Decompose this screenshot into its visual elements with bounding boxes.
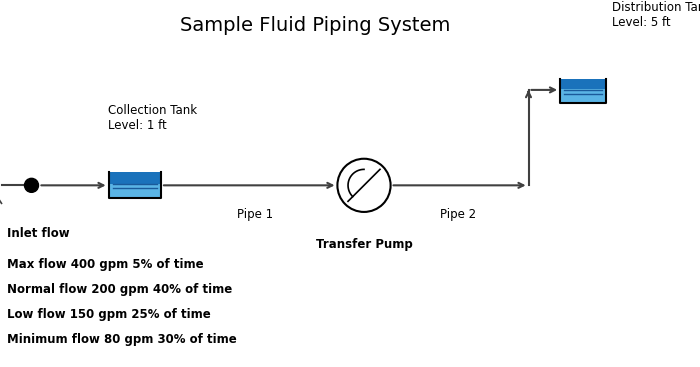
- Text: Distribution Tank
Level: 5 ft: Distribution Tank Level: 5 ft: [612, 1, 700, 29]
- Text: Inlet flow: Inlet flow: [7, 226, 69, 240]
- Text: Transfer Pump: Transfer Pump: [316, 237, 412, 251]
- Circle shape: [25, 178, 38, 192]
- Bar: [560, 79, 606, 103]
- Bar: [108, 172, 161, 198]
- Bar: [109, 184, 160, 197]
- Text: Pipe 1: Pipe 1: [237, 208, 274, 221]
- Text: Max flow 400 gpm 5% of time: Max flow 400 gpm 5% of time: [7, 258, 204, 271]
- Text: Normal flow 200 gpm 40% of time: Normal flow 200 gpm 40% of time: [7, 283, 232, 296]
- Text: Pipe 2: Pipe 2: [440, 208, 477, 221]
- Text: Low flow 150 gpm 25% of time: Low flow 150 gpm 25% of time: [7, 308, 211, 321]
- Text: Sample Fluid Piping System: Sample Fluid Piping System: [180, 16, 450, 35]
- Text: Minimum flow 80 gpm 30% of time: Minimum flow 80 gpm 30% of time: [7, 333, 237, 346]
- Circle shape: [337, 159, 391, 212]
- Text: Collection Tank
Level: 1 ft: Collection Tank Level: 1 ft: [108, 104, 197, 132]
- Bar: [561, 90, 605, 102]
